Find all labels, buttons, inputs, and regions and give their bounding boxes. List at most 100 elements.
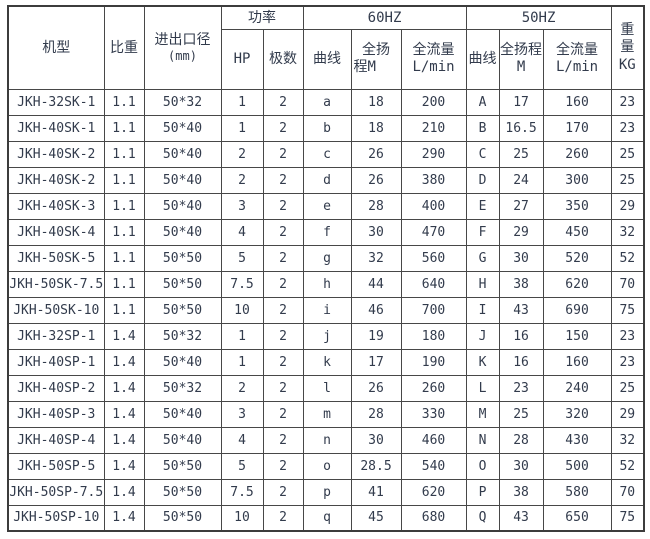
table-row: JKH-32SK-1 1.1 50*32 1 2 a 18 200 A 17 160 23 [7,88,645,116]
table-cell: 500 [542,452,612,480]
table-cell: 190 [400,348,467,376]
table-cell: JKH-40SK-2 [7,166,105,194]
table-cell: 16 [498,348,544,376]
col-header-head-50hz: 全扬程 M [498,28,544,90]
table-cell: 17 [350,348,402,376]
table-cell: 5 [220,244,264,272]
table-cell: JKH-40SP-2 [7,374,105,402]
table-cell: 1 [220,114,264,142]
table-cell: 1.1 [103,296,145,324]
table-cell: 29 [498,218,544,246]
table-cell: 620 [542,270,612,298]
group-header-power: 功率 [220,5,304,30]
table-cell: 25 [610,140,645,168]
table-cell: 50*40 [143,192,222,220]
table-cell: F [465,218,500,246]
col-header-gravity: 比重 [103,5,145,90]
table-cell: JKH-32SP-1 [7,322,105,350]
table-cell: 29 [610,192,645,220]
col-header-diameter-line1: 进出口径 [154,31,211,48]
table-cell: G [465,244,500,272]
table-cell: i [302,296,352,324]
table-cell: d [302,166,352,194]
table-cell: 170 [542,114,612,142]
table-cell: 5 [220,452,264,480]
table-cell: 2 [262,88,304,116]
table-cell: 50*40 [143,166,222,194]
table-cell: C [465,140,500,168]
group-header-60hz: 60HZ [302,5,467,30]
table-cell: 1 [220,88,264,116]
col-header-weight-line3: KG [618,56,636,73]
table-cell: 50*50 [143,504,222,532]
table-cell: 330 [400,400,467,428]
table-cell: 43 [498,296,544,324]
header-row-groups: 机型 比重 进出口径 (mm) 功率 60HZ 50HZ 重 量 KG [7,5,645,90]
table-cell: 28 [350,400,402,428]
table-cell: m [302,400,352,428]
table-cell: O [465,452,500,480]
table-cell: P [465,478,500,506]
table-cell: 2 [262,140,304,168]
table-row: JKH-40SK-4 1.1 50*40 4 2 f 30 470 F 29 450 32 [7,218,645,246]
table-cell: 290 [400,140,467,168]
table-cell: E [465,192,500,220]
table-cell: 690 [542,296,612,324]
table-row: JKH-40SP-3 1.4 50*40 3 2 m 28 330 M 25 320 29 [7,400,645,428]
table-row: JKH-40SK-3 1.1 50*40 3 2 e 28 400 E 27 350 29 [7,192,645,220]
col-header-head-60hz-line2: 程M [353,59,376,75]
table-cell: 44 [350,270,402,298]
table-cell: 28 [350,192,402,220]
table-cell: 2 [262,218,304,246]
table-cell: 46 [350,296,402,324]
col-header-flow-50hz: 全流量 L/min [542,28,612,90]
table-cell: B [465,114,500,142]
table-cell: o [302,452,352,480]
table-cell: M [465,400,500,428]
table-cell: 520 [542,244,612,272]
table-cell: I [465,296,500,324]
table-cell: K [465,348,500,376]
col-header-head-50hz-line2: M [516,59,526,75]
col-header-flow-60hz-line2: L/min [412,59,455,75]
col-header-curve-50hz: 曲线 [465,28,500,90]
col-header-poles: 极数 [262,28,304,90]
table-cell: 640 [400,270,467,298]
table-cell: 50*50 [143,452,222,480]
table-cell: 30 [498,452,544,480]
table-cell: JKH-40SK-3 [7,192,105,220]
table-cell: JKH-50SP-7.5 [7,478,105,506]
table-cell: 50*40 [143,140,222,168]
pump-spec-table: 机型 比重 进出口径 (mm) 功率 60HZ 50HZ 重 量 KG HP 极… [7,5,646,532]
table-row: JKH-50SP-10 1.4 50*50 10 2 q 45 680 Q 43 650 75 [7,504,645,532]
table-row: JKH-40SK-2 1.1 50*40 2 2 c 26 290 C 25 260 25 [7,140,645,168]
table-cell: 26 [350,166,402,194]
table-body: JKH-32SK-1 1.1 50*32 1 2 a 18 200 A 17 160 23 JKH-40… [7,88,645,532]
table-cell: 50*32 [143,322,222,350]
table-cell: 50*40 [143,426,222,454]
table-cell: 2 [262,244,304,272]
table-cell: 75 [610,296,645,324]
table-cell: A [465,88,500,116]
table-cell: 26 [350,374,402,402]
table-cell: 1.4 [103,322,145,350]
table-cell: 1.1 [103,140,145,168]
header-row-columns: HP 极数 曲线 全扬 程M 全流量 L/min 曲线 全扬程 M 全流量 [8,28,644,90]
table-cell: n [302,426,352,454]
table-row: JKH-32SP-1 1.4 50*32 1 2 j 19 180 J 16 150 23 [7,322,645,350]
table-cell: N [465,426,500,454]
table-cell: 23 [498,374,544,402]
table-cell: 1.1 [103,244,145,272]
col-header-weight-line1: 重 [620,21,635,38]
table-cell: 150 [542,322,612,350]
col-header-head-50hz-line1: 全扬程 [500,41,543,58]
table-cell: 26 [350,140,402,168]
table-cell: JKH-40SK-2 [7,140,105,168]
table-cell: g [302,244,352,272]
table-cell: 1.4 [103,348,145,376]
table-cell: 450 [542,218,612,246]
table-row: JKH-40SK-2 1.1 50*40 2 2 d 26 380 D 24 300 25 [7,166,645,194]
table-cell: L [465,374,500,402]
table-row: JKH-40SP-4 1.4 50*40 4 2 n 30 460 N 28 430 32 [7,426,645,454]
table-cell: 430 [542,426,612,454]
